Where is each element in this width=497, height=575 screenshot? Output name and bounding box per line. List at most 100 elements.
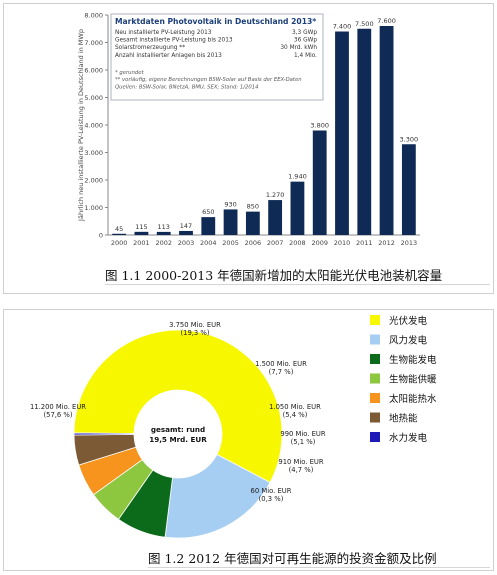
legend-swatch xyxy=(370,373,380,384)
legend-swatch xyxy=(370,432,380,442)
legend-entry: 光伏发电 xyxy=(389,315,428,327)
legend-swatch xyxy=(370,334,380,345)
market-data-row-value: 3,3 GWp xyxy=(292,30,317,36)
slice-1 xyxy=(73,329,283,483)
bar-value-label: 7.500 xyxy=(355,20,374,28)
market-data-row-value: 36 GWp xyxy=(294,38,317,44)
bar-value-label: 115 xyxy=(135,223,147,231)
figure-1-1-caption: 图 1.1 2000-2013 年德国新增加的太阳能光伏电池装机容量 xyxy=(105,268,443,283)
bar-2011 xyxy=(357,28,372,235)
x-tick-label: 2009 xyxy=(311,239,328,247)
bar-value-label: 1.940 xyxy=(288,173,307,181)
bar-2005 xyxy=(223,209,238,235)
y-tick-label: 6.000 xyxy=(84,67,103,75)
x-tick-label: 2007 xyxy=(267,239,284,247)
legend-entry: 水力发电 xyxy=(389,432,428,444)
legend-swatch xyxy=(370,393,380,403)
y-tick-label: 4.000 xyxy=(84,122,103,130)
legend-swatch xyxy=(370,354,380,364)
x-tick-label: 2000 xyxy=(111,239,128,247)
slice-share-label: (0,3 %) xyxy=(259,495,284,503)
bar-2003 xyxy=(179,230,193,235)
bar-2008 xyxy=(290,181,305,235)
x-tick-label: 2013 xyxy=(401,239,418,247)
figure-1-2-caption: 图 1.2 2012 年德国对可再生能源的投资金额及比例 xyxy=(148,551,437,566)
slice-amount-label: 60 Mio. EUR xyxy=(251,487,292,495)
x-tick-label: 2003 xyxy=(178,239,195,247)
bar-value-label: 45 xyxy=(115,225,123,233)
donut-center-label: gesamt: rund xyxy=(151,425,205,434)
bar-2009 xyxy=(312,130,327,235)
legend-entry: 生物能发电 xyxy=(389,354,437,366)
bar-value-label: 147 xyxy=(180,222,192,230)
slice-share-label: (4,7 %) xyxy=(289,466,314,474)
bar-2006 xyxy=(245,211,260,235)
y-tick-label: 0 xyxy=(99,232,103,240)
x-tick-label: 2011 xyxy=(356,239,373,247)
legend-entry: 风力发电 xyxy=(389,335,428,347)
y-tick-label: 5.000 xyxy=(84,94,103,102)
x-tick-label: 2006 xyxy=(245,239,262,247)
legend-entry: 太阳能热水 xyxy=(389,393,437,405)
market-data-row-label: Neu installierte PV-Leistung 2013 xyxy=(115,30,212,36)
bar-2012 xyxy=(379,26,394,235)
slice-amount-label: 3.750 Mio. EUR xyxy=(169,321,221,329)
x-tick-label: 2002 xyxy=(155,239,172,247)
slice-share-label: (7,7 %) xyxy=(269,368,294,376)
x-tick-label: 2004 xyxy=(200,239,217,247)
x-tick-label: 2012 xyxy=(378,239,395,247)
legend-swatch xyxy=(370,315,380,325)
bar-value-label: 3.800 xyxy=(310,122,329,130)
x-tick-label: 2008 xyxy=(289,239,306,247)
y-tick-label: 3.000 xyxy=(84,149,103,157)
market-data-row-label: Anzahl installierter Anlagen bis 2013 xyxy=(115,53,222,59)
slice-amount-label: 910 Mio. EUR xyxy=(278,458,324,466)
bar-value-label: 3.300 xyxy=(400,135,419,143)
market-data-box xyxy=(110,13,324,101)
x-tick-label: 2010 xyxy=(334,239,351,247)
y-tick-label: 7.000 xyxy=(84,39,103,47)
slice-share-label: (5,4 %) xyxy=(283,411,308,419)
caption-underline xyxy=(105,284,490,285)
bar-2002 xyxy=(156,231,171,235)
bar-2004 xyxy=(201,217,216,235)
bar-value-label: 930 xyxy=(224,200,236,208)
legend-swatch xyxy=(370,412,380,423)
slice-amount-label: 1.500 Mio. EUR xyxy=(255,360,307,368)
slice-amount-label: 990 Mio. EUR xyxy=(280,430,326,438)
y-tick-label: 8.000 xyxy=(84,12,103,20)
caption-underline xyxy=(148,567,490,568)
bar-value-label: 1.270 xyxy=(266,191,285,199)
bar-value-label: 7.600 xyxy=(377,17,396,25)
bar-2007 xyxy=(268,200,283,235)
bar-2001 xyxy=(134,231,149,235)
bar-value-label: 850 xyxy=(247,203,259,211)
donut-center-total: 19,5 Mrd. EUR xyxy=(149,435,207,444)
bar-2010 xyxy=(335,31,349,235)
pv-capacity-bar-chart: 0 1.000 2.000 3.000 4.000 5.000 6.000 7.000 8.00… xyxy=(77,12,420,247)
bar-value-label: 7.400 xyxy=(333,23,352,31)
market-data-note: * gerundet xyxy=(115,70,144,76)
market-data-row-label: Gesamt installierte PV-Leistung bis 2013 xyxy=(115,38,233,44)
y-axis-label: Jährlich neu installierte PV-Leistung in… xyxy=(77,29,85,222)
market-data-note: Quellen: BSW-Solar, BNetzA, BMU, SEX; St… xyxy=(115,84,259,90)
market-data-title: Marktdaten Photovoltaik in Deutschland 2… xyxy=(115,17,316,26)
bar-value-label: 650 xyxy=(202,208,214,216)
x-tick-label: 2001 xyxy=(133,239,150,247)
slice-2 xyxy=(164,453,271,539)
bar-2000 xyxy=(112,233,127,235)
slice-7 xyxy=(73,432,135,436)
slice-amount-label: 1.050 Mio. EUR xyxy=(269,403,321,411)
market-data-note: ** vorläufig, eigene Berechnungen BSW-So… xyxy=(115,77,302,83)
bar-2013 xyxy=(401,144,416,235)
legend-entry: 生物能供暖 xyxy=(389,374,437,386)
slice-share-label: (57,6 %) xyxy=(43,411,72,419)
slice-share-label: (5,1 %) xyxy=(291,438,316,446)
bar-value-label: 113 xyxy=(158,223,170,231)
slice-share-label: (19,3 %) xyxy=(180,329,209,337)
y-tick-label: 1.000 xyxy=(84,204,103,212)
market-data-row-value: 30 Mrd. kWh xyxy=(280,45,317,51)
legend-entry: 地热能 xyxy=(389,413,418,425)
slice-amount-label: 11.200 Mio. EUR xyxy=(30,403,86,411)
